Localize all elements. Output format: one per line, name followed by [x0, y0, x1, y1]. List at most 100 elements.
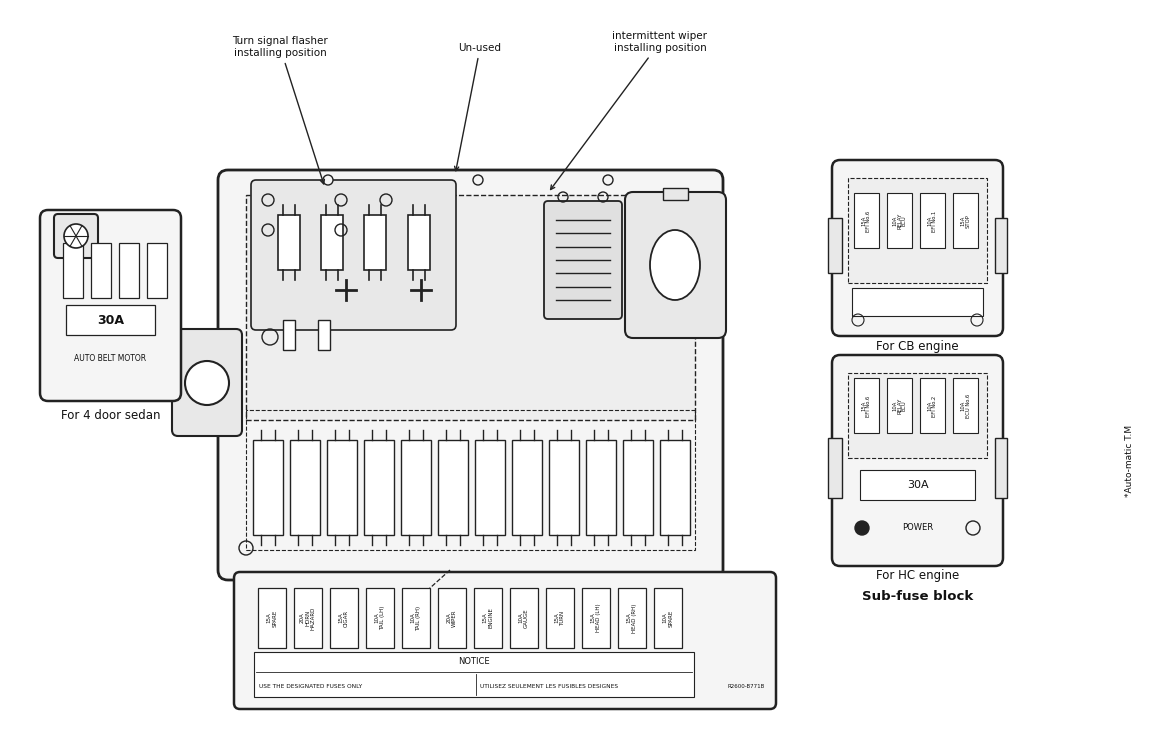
- Text: 20A
HORN
HAZARD: 20A HORN HAZARD: [301, 606, 316, 630]
- FancyBboxPatch shape: [544, 201, 622, 319]
- Bar: [953, 378, 978, 433]
- FancyBboxPatch shape: [172, 329, 242, 436]
- Bar: [366, 588, 394, 648]
- Text: intermittent wiper
installing position: intermittent wiper installing position: [551, 32, 707, 190]
- Text: For 4 door sedan: For 4 door sedan: [61, 408, 160, 422]
- Bar: [848, 178, 987, 283]
- Text: Turn signal flasher
installing position: Turn signal flasher installing position: [232, 36, 328, 184]
- Bar: [91, 243, 111, 298]
- Circle shape: [602, 175, 613, 185]
- Bar: [828, 438, 842, 498]
- Text: For CB engine: For CB engine: [877, 340, 958, 352]
- Bar: [253, 440, 283, 535]
- Text: 15A
ENGINE: 15A ENGINE: [483, 608, 493, 629]
- Bar: [854, 193, 879, 248]
- Bar: [586, 440, 616, 535]
- Bar: [475, 440, 505, 535]
- Text: AUTO BELT MOTOR: AUTO BELT MOTOR: [75, 353, 146, 362]
- FancyBboxPatch shape: [40, 210, 181, 401]
- Text: 15A
TURN: 15A TURN: [555, 611, 566, 626]
- Bar: [408, 215, 430, 270]
- Text: R2600-B771B: R2600-B771B: [728, 684, 765, 690]
- Text: 30A: 30A: [97, 313, 124, 327]
- Bar: [329, 588, 358, 648]
- Bar: [660, 440, 690, 535]
- Bar: [511, 440, 541, 535]
- Bar: [546, 588, 574, 648]
- Bar: [321, 215, 343, 270]
- Text: 15A
CIGAR: 15A CIGAR: [339, 609, 349, 626]
- Text: 15A
STOP: 15A STOP: [961, 214, 970, 228]
- Bar: [253, 652, 694, 697]
- Bar: [617, 588, 646, 648]
- FancyBboxPatch shape: [234, 572, 776, 709]
- Bar: [582, 588, 611, 648]
- Bar: [854, 378, 879, 433]
- Bar: [119, 243, 139, 298]
- Text: 15A
EFI No.6: 15A EFI No.6: [862, 395, 872, 416]
- FancyBboxPatch shape: [251, 180, 456, 330]
- Text: Un-used: Un-used: [455, 43, 501, 171]
- Bar: [438, 588, 467, 648]
- Text: UTILISEZ SEULEMENT LES FUSIBLES DESIGNES: UTILISEZ SEULEMENT LES FUSIBLES DESIGNES: [480, 684, 619, 690]
- Bar: [247, 195, 695, 420]
- Bar: [828, 218, 842, 273]
- Bar: [147, 243, 167, 298]
- Circle shape: [185, 361, 229, 405]
- Text: NOTICE: NOTICE: [458, 657, 490, 666]
- Bar: [887, 193, 912, 248]
- Text: 10A
RELAY
ECU: 10A RELAY ECU: [892, 213, 907, 229]
- Bar: [953, 193, 978, 248]
- FancyBboxPatch shape: [832, 160, 1003, 336]
- Bar: [920, 193, 945, 248]
- Bar: [364, 215, 386, 270]
- Circle shape: [855, 521, 869, 535]
- Bar: [290, 440, 320, 535]
- Bar: [258, 588, 286, 648]
- Bar: [664, 188, 688, 200]
- FancyBboxPatch shape: [626, 192, 726, 338]
- Bar: [247, 410, 695, 550]
- Bar: [318, 320, 329, 350]
- Bar: [283, 320, 295, 350]
- Bar: [887, 378, 912, 433]
- Text: 15A
HEAD (LH): 15A HEAD (LH): [591, 604, 601, 633]
- Circle shape: [323, 175, 333, 185]
- Text: 10A
SPARE: 10A SPARE: [662, 609, 673, 626]
- Text: 15A
SPARE: 15A SPARE: [267, 609, 278, 626]
- Text: 30A: 30A: [907, 480, 929, 490]
- Bar: [438, 440, 468, 535]
- Text: 10A
TAIL (RH): 10A TAIL (RH): [411, 605, 422, 630]
- Text: 15A
EFI No.6: 15A EFI No.6: [862, 210, 872, 232]
- FancyBboxPatch shape: [832, 355, 1003, 566]
- Bar: [995, 218, 1007, 273]
- Ellipse shape: [650, 230, 700, 300]
- Bar: [327, 440, 357, 535]
- Bar: [294, 588, 323, 648]
- Bar: [920, 378, 945, 433]
- Bar: [401, 440, 431, 535]
- Bar: [654, 588, 682, 648]
- Bar: [861, 470, 975, 500]
- Text: POWER: POWER: [902, 523, 933, 532]
- FancyBboxPatch shape: [218, 170, 723, 580]
- Text: USE THE DESIGNATED FUSES ONLY: USE THE DESIGNATED FUSES ONLY: [259, 684, 362, 690]
- Text: 10A
EFI No.2: 10A EFI No.2: [927, 395, 938, 416]
- Circle shape: [65, 224, 88, 248]
- Circle shape: [473, 175, 483, 185]
- Bar: [364, 440, 394, 535]
- Bar: [66, 305, 156, 335]
- FancyBboxPatch shape: [54, 214, 98, 258]
- Bar: [995, 438, 1007, 498]
- Text: 10A
EFI No.1: 10A EFI No.1: [927, 210, 938, 232]
- Bar: [473, 588, 502, 648]
- Bar: [402, 588, 430, 648]
- Bar: [623, 440, 653, 535]
- Bar: [63, 243, 83, 298]
- Text: 10A
TAIL (LH): 10A TAIL (LH): [374, 606, 385, 630]
- Text: 10A
GAUGE: 10A GAUGE: [518, 608, 529, 628]
- Bar: [510, 588, 538, 648]
- Text: For HC engine: For HC engine: [876, 569, 960, 583]
- Text: Sub-fuse block: Sub-fuse block: [862, 590, 973, 602]
- Bar: [852, 288, 983, 316]
